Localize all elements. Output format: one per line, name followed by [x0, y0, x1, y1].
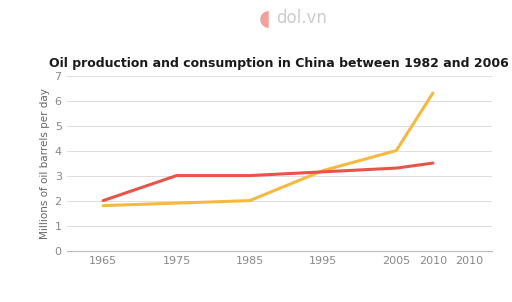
Title: Oil production and consumption in China between 1982 and 2006: Oil production and consumption in China …: [49, 57, 509, 70]
Text: dol.vn: dol.vn: [276, 9, 327, 27]
Text: ◖: ◖: [259, 8, 270, 27]
Y-axis label: Millions of oil barrels per day: Millions of oil barrels per day: [40, 88, 50, 239]
